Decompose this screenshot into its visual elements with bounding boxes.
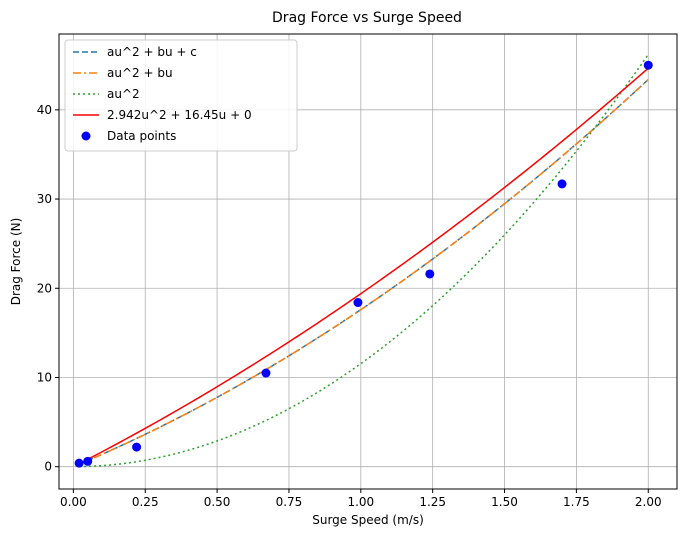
data-point xyxy=(353,298,363,308)
x-tick-label: 0.75 xyxy=(276,495,303,509)
y-tick-label: 30 xyxy=(37,192,52,206)
x-tick-label: 0.25 xyxy=(132,495,159,509)
y-tick-label: 0 xyxy=(44,460,52,474)
legend-label-3: 2.942u^2 + 16.45u + 0 xyxy=(107,108,252,122)
x-tick-label: 0.50 xyxy=(204,495,231,509)
chart-title: Drag Force vs Surge Speed xyxy=(272,10,462,26)
y-axis-label: Drag Force (N) xyxy=(9,218,23,306)
x-tick-label: 0.00 xyxy=(60,495,87,509)
x-axis-label: Surge Speed (m/s) xyxy=(312,513,424,527)
data-point xyxy=(425,269,435,279)
fit-curves xyxy=(78,54,649,468)
grid-lines xyxy=(59,34,677,489)
legend-label-1: au^2 + bu xyxy=(107,66,173,80)
x-tick-label: 1.25 xyxy=(419,495,446,509)
y-tick-label: 40 xyxy=(37,103,52,117)
x-tick-label: 2.00 xyxy=(635,495,662,509)
legend: au^2 + bu + c au^2 + bu au^2 2.942u^2 + 16.… xyxy=(64,39,298,152)
legend-box xyxy=(64,39,298,152)
series-line-1 xyxy=(78,78,649,465)
data-point xyxy=(132,442,142,452)
data-point xyxy=(643,60,653,70)
legend-label-2: au^2 xyxy=(107,87,140,101)
x-tick-label: 1.00 xyxy=(347,495,374,509)
data-point xyxy=(261,368,271,378)
data-point xyxy=(74,458,84,468)
legend-swatch-points xyxy=(81,131,91,141)
x-tick-label: 1.75 xyxy=(563,495,590,509)
axis-ticks: 0.00 0.25 0.50 0.75 1.00 1.25 1.50 1.75 2.00 0 10 2… xyxy=(37,103,662,509)
y-tick-label: 20 xyxy=(37,281,52,295)
series-line-2 xyxy=(79,54,649,468)
legend-label-0: au^2 + bu + c xyxy=(107,45,197,59)
plot-frame xyxy=(58,33,678,490)
data-points xyxy=(74,60,653,468)
series-line-3 xyxy=(78,67,649,465)
x-tick-label: 1.50 xyxy=(491,495,518,509)
data-point xyxy=(83,456,93,466)
data-point xyxy=(557,179,567,189)
y-tick-label: 10 xyxy=(37,370,52,384)
legend-label-points: Data points xyxy=(107,129,176,143)
